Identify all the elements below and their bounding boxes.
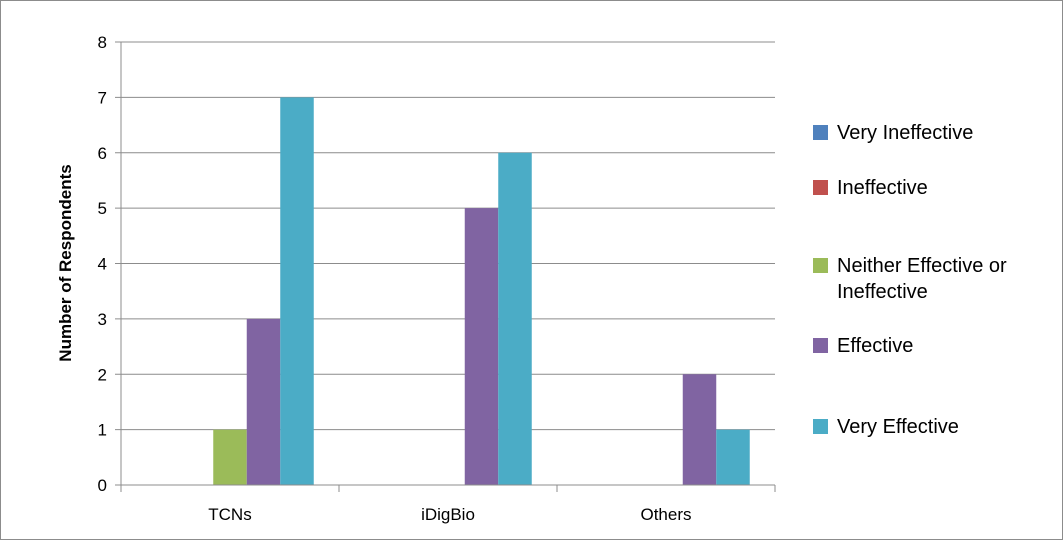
x-tick-label-idigbio: iDigBio: [421, 505, 475, 524]
y-axis-title: Number of Respondents: [56, 164, 75, 361]
legend-label-ineffective: Ineffective: [837, 177, 928, 199]
legend-label-effective: Effective: [837, 335, 913, 357]
bars: [213, 97, 750, 485]
bar-others-effective: [682, 374, 717, 485]
legend-swatch-very-effective: [813, 419, 828, 434]
y-tick-label-8: 8: [98, 33, 107, 52]
legend-swatch-ineffective: [813, 180, 828, 195]
legend-swatch-neither-effective-or-ineffective: [813, 258, 828, 273]
x-tick-label-others: Others: [640, 505, 691, 524]
bar-others-very-effective: [716, 429, 750, 485]
bar-tcns-effective: [246, 318, 281, 485]
y-tick-label-6: 6: [98, 144, 107, 163]
legend-swatch-very-ineffective: [813, 125, 828, 140]
bar-idigbio-effective: [464, 208, 499, 485]
legend-label-very-effective: Very Effective: [837, 416, 959, 438]
y-tick-label-4: 4: [98, 255, 107, 274]
y-tick-label-7: 7: [98, 88, 107, 107]
y-tick-label-3: 3: [98, 310, 107, 329]
y-tick-label-2: 2: [98, 365, 107, 384]
axes: [115, 41, 776, 492]
tick-labels: 0 1 2 3 4 5 6 7 8 TCNs iDigBio Others: [98, 33, 692, 524]
legend-label-very-ineffective: Very Ineffective: [837, 122, 973, 144]
bar-tcns-neither-effective-or-ineffective: [213, 429, 247, 485]
gridlines: [121, 41, 775, 431]
y-tick-label-0: 0: [98, 476, 107, 495]
y-tick-label-1: 1: [98, 421, 107, 440]
y-tick-label-5: 5: [98, 199, 107, 218]
legend: Very Ineffective Ineffective Neither Effec…: [813, 122, 1007, 438]
bar-idigbio-very-effective: [498, 152, 532, 485]
legend-label-neither-effective-or-ineffective: Neither Effective or Ineffective: [837, 255, 1007, 303]
bar-tcns-very-effective: [280, 97, 314, 485]
x-tick-label-tcns: TCNs: [208, 505, 251, 524]
legend-swatch-effective: [813, 338, 828, 353]
